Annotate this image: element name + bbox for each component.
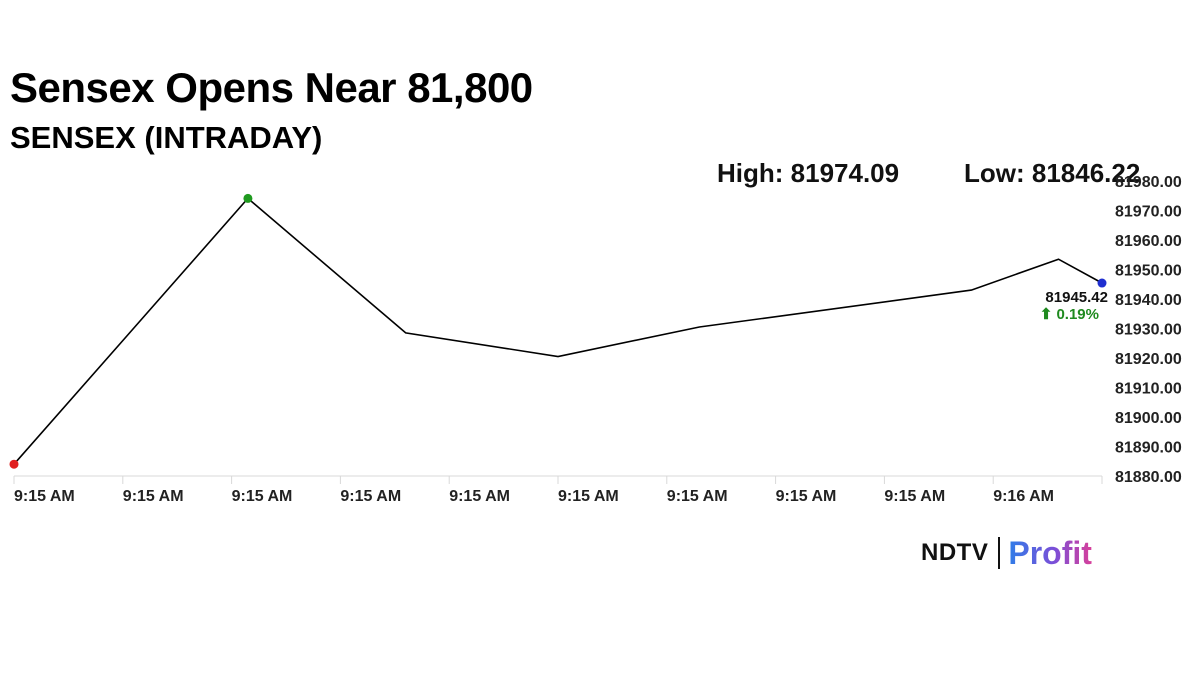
x-tick-label: 9:15 AM bbox=[884, 488, 945, 505]
y-tick-label: 81930.00 bbox=[1115, 322, 1182, 339]
change-percent-label: ⬆ 0.19% bbox=[1040, 306, 1099, 323]
point-marker bbox=[1097, 278, 1107, 288]
x-tick-label: 9:15 AM bbox=[776, 488, 837, 505]
y-tick-label: 81980.00 bbox=[1115, 174, 1182, 191]
y-tick-label: 81910.00 bbox=[1115, 381, 1182, 398]
x-tick-label: 9:16 AM bbox=[993, 488, 1054, 505]
x-axis: 9:15 AM 9:15 AM 9:15 AM 9:15 AM 9:15 AM 9:15 … bbox=[13, 475, 1103, 505]
y-tick-label: 81890.00 bbox=[1115, 440, 1182, 457]
x-tick-label: 9:15 AM bbox=[232, 488, 293, 505]
point-marker bbox=[9, 459, 19, 469]
point-markers bbox=[9, 193, 1107, 469]
last-value-annotations: 81945.42⬆ 0.19% bbox=[1040, 289, 1108, 323]
x-tick-label: 9:15 AM bbox=[667, 488, 728, 505]
series-line bbox=[13, 197, 1103, 465]
x-tick-label: 9:15 AM bbox=[558, 488, 619, 505]
y-tick-label: 81880.00 bbox=[1115, 469, 1182, 486]
y-tick-label: 81970.00 bbox=[1115, 204, 1182, 221]
chart-subtitle: SENSEX (INTRADAY) bbox=[10, 120, 323, 155]
x-tick-label: 9:15 AM bbox=[14, 488, 75, 505]
page-title: Sensex Opens Near 81,800 bbox=[10, 64, 533, 111]
y-tick-label: 81950.00 bbox=[1115, 263, 1182, 280]
y-tick-label: 81960.00 bbox=[1115, 233, 1182, 250]
y-axis: 81880.00 81890.00 81900.00 81910.00 81920.00… bbox=[1115, 174, 1182, 486]
y-tick-label: 81920.00 bbox=[1115, 351, 1182, 368]
y-tick-label: 81900.00 bbox=[1115, 410, 1182, 427]
y-tick-label: 81940.00 bbox=[1115, 292, 1182, 309]
last-value-label: 81945.42 bbox=[1045, 289, 1108, 306]
ndtv-profit-logo: NDTV Profit bbox=[921, 533, 1092, 573]
x-tick-label: 9:15 AM bbox=[449, 488, 510, 505]
point-marker bbox=[243, 193, 253, 203]
logo-ndtv-text: NDTV bbox=[921, 539, 989, 566]
logo-profit-text: Profit bbox=[1008, 534, 1092, 571]
high-value-label: High: 81974.09 bbox=[717, 158, 900, 188]
x-tick-label: 9:15 AM bbox=[340, 488, 401, 505]
low-value-label: Low: 81846.22 bbox=[964, 158, 1141, 188]
x-tick-label: 9:15 AM bbox=[123, 488, 184, 505]
logo-divider bbox=[998, 537, 1001, 569]
